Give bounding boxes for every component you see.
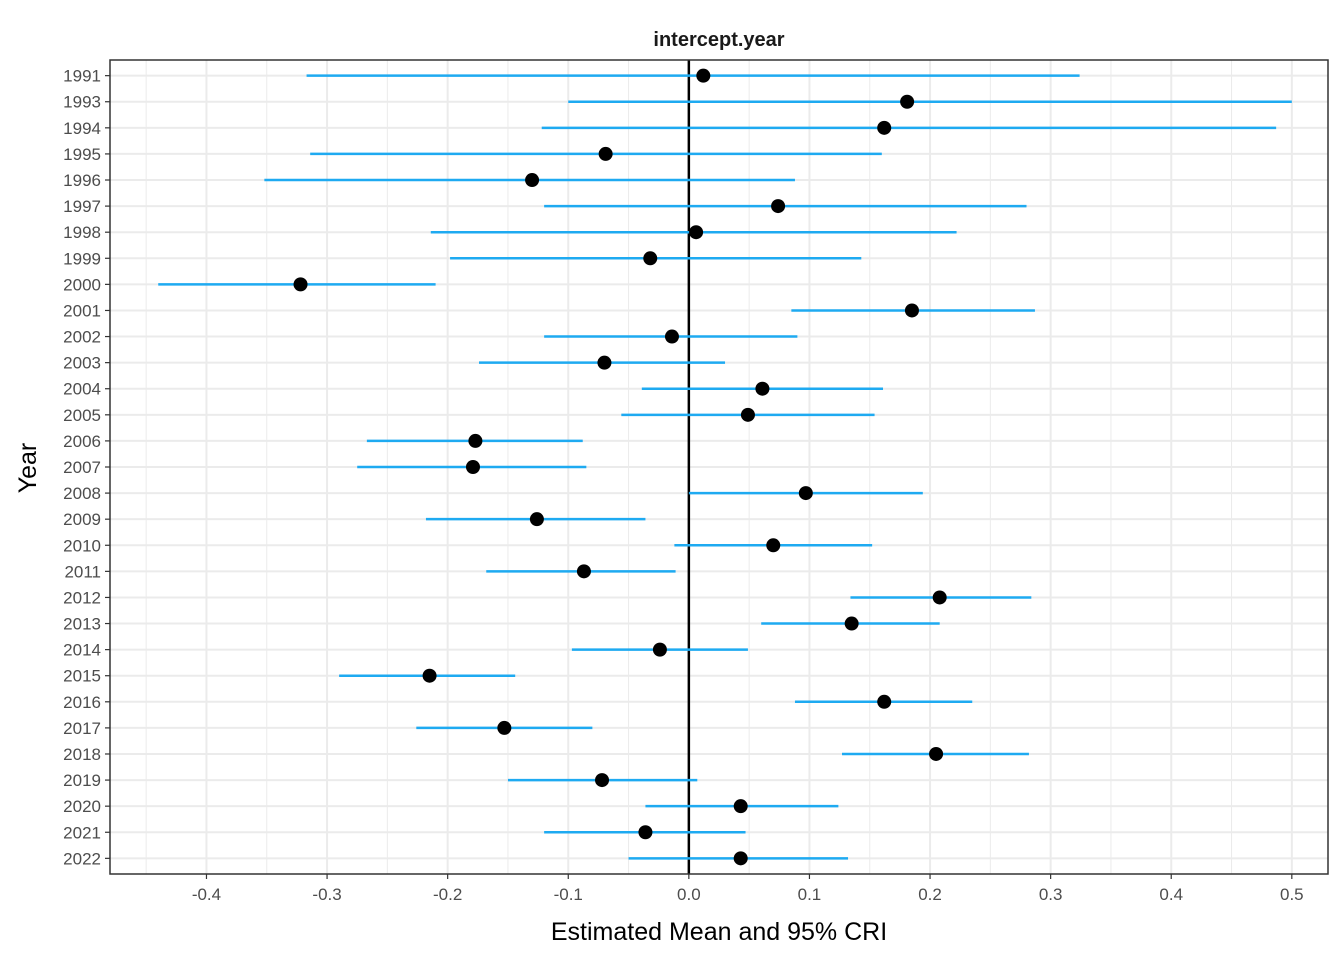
y-axis-title: Year [14, 443, 42, 494]
y-tick-label: 2013 [63, 615, 101, 634]
y-tick-label: 2004 [63, 380, 101, 399]
y-tick-label: 2002 [63, 328, 101, 347]
y-tick-label: 1997 [63, 197, 101, 216]
x-tick-label: 0.1 [798, 885, 822, 904]
y-tick-label: 2003 [63, 354, 101, 373]
y-tick-label: 2009 [63, 510, 101, 529]
x-tick-label: -0.1 [554, 885, 583, 904]
point-2000 [293, 277, 308, 292]
point-1998 [689, 225, 704, 240]
point-2017 [497, 720, 512, 735]
point-2006 [468, 433, 483, 448]
y-tick-label: 1993 [63, 93, 101, 112]
point-2021 [638, 825, 653, 840]
y-tick-label: 2018 [63, 745, 101, 764]
x-tick-label: 0.4 [1159, 885, 1183, 904]
y-tick-label: 2017 [63, 719, 101, 738]
x-tick-label: -0.3 [312, 885, 341, 904]
x-tick-label: -0.2 [433, 885, 462, 904]
y-tick-label: 2022 [63, 849, 101, 868]
point-2007 [465, 460, 480, 474]
point-1991 [696, 68, 711, 83]
point-1995 [598, 146, 613, 161]
point-2009 [529, 512, 544, 527]
point-2014 [652, 642, 667, 657]
y-tick-label: 1996 [63, 171, 101, 190]
point-2020 [733, 799, 748, 814]
panel-title: intercept.year [653, 29, 784, 51]
y-tick-label: 2007 [63, 458, 101, 477]
x-tick-label: 0.3 [1039, 885, 1063, 904]
y-tick-label: 2015 [63, 667, 101, 686]
point-2019 [595, 773, 610, 788]
point-2010 [766, 538, 781, 553]
x-tick-label: 0.0 [677, 885, 701, 904]
y-tick-label: 1995 [63, 145, 101, 164]
x-tick-label: -0.4 [192, 885, 221, 904]
y-tick-label: 2021 [63, 823, 101, 842]
point-2003 [597, 355, 612, 370]
y-tick-label: 2012 [63, 588, 101, 607]
y-tick-label: 1998 [63, 223, 101, 242]
grid-layer [110, 60, 1328, 874]
y-tick-label: 2020 [63, 797, 101, 816]
x-tick-label: 0.2 [918, 885, 942, 904]
axis-layer: 1991 1993 1994 1995 1996 1997 1998 1999 2000 2001… [63, 59, 1329, 904]
point-1999 [643, 251, 658, 266]
y-tick-label: 2014 [63, 641, 101, 660]
y-tick-label: 1994 [63, 119, 101, 138]
point-2015 [422, 668, 437, 683]
y-tick-label: 2011 [64, 562, 101, 581]
point-2002 [664, 329, 679, 344]
point-1997 [771, 199, 786, 214]
y-tick-label: 2010 [63, 536, 101, 555]
point-2012 [932, 590, 947, 605]
point-2018 [929, 746, 944, 761]
point-1996 [525, 173, 540, 188]
y-tick-label: 2005 [63, 406, 101, 425]
y-tick-label: 2019 [63, 771, 101, 790]
point-2004 [755, 381, 770, 396]
point-2001 [904, 303, 919, 318]
y-tick-label: 2008 [63, 484, 101, 503]
y-tick-label: 1999 [63, 249, 101, 268]
y-tick-label: 2000 [63, 275, 101, 294]
y-tick-label: 2016 [63, 693, 101, 712]
y-tick-label: 1991 [63, 67, 101, 86]
point-layer [293, 68, 947, 866]
point-1994 [877, 120, 892, 135]
x-tick-label: 0.5 [1280, 885, 1304, 904]
point-2022 [733, 851, 748, 866]
point-2008 [798, 486, 813, 501]
point-2013 [844, 616, 859, 631]
x-axis-title: Estimated Mean and 95% CRI [551, 918, 887, 946]
point-1993 [900, 94, 915, 109]
point-2016 [877, 694, 892, 709]
point-2005 [740, 407, 755, 422]
point-2011 [576, 564, 591, 579]
y-tick-label: 2006 [63, 432, 101, 451]
y-tick-label: 2001 [63, 301, 101, 320]
